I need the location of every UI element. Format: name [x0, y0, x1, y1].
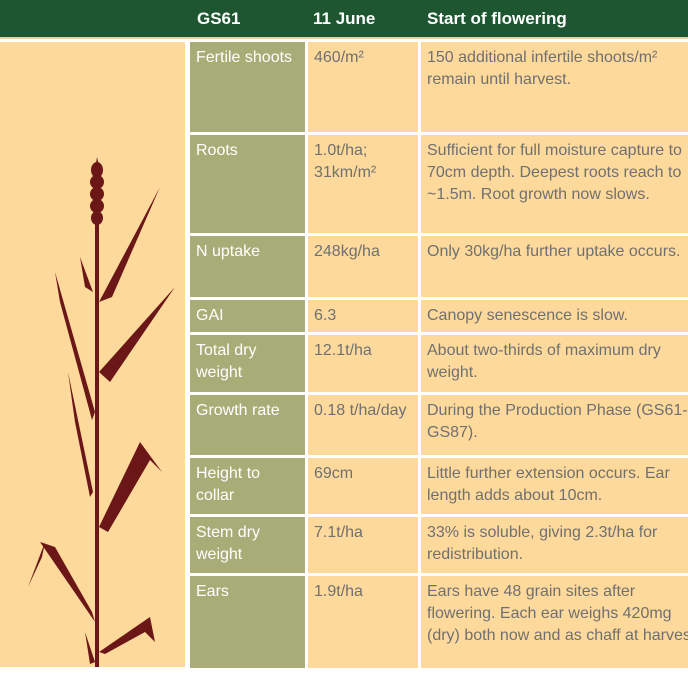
plant-panel	[0, 42, 185, 667]
wheat-illustration	[0, 42, 185, 667]
header-stage: GS61	[197, 9, 240, 29]
row-note: Sufficient for full moisture capture to …	[421, 135, 688, 233]
row-value: 248kg/ha	[308, 236, 418, 297]
header-rule	[0, 37, 688, 39]
row-value: 1.0t/ha; 31km/m²	[308, 135, 418, 233]
row-value: 69cm	[308, 458, 418, 514]
row-value: 460/m²	[308, 42, 418, 132]
row-label: Height to collar	[190, 458, 305, 514]
row-note: Ears have 48 grain sites after flowering…	[421, 576, 688, 668]
header-date: 11 June	[313, 9, 375, 29]
row-note: Only 30kg/ha further uptake occurs.	[421, 236, 688, 297]
row-label: Fertile shoots	[190, 42, 305, 132]
row-label: Stem dry weight	[190, 517, 305, 573]
row-label: Ears	[190, 576, 305, 668]
row-label: Total dry weight	[190, 335, 305, 392]
row-value: 1.9t/ha	[308, 576, 418, 668]
row-note: 33% is soluble, giving 2.3t/ha for redis…	[421, 517, 688, 573]
table-page: GS61 11 June Start of flowering	[0, 0, 688, 678]
row-note: 150 additional infertile shoots/m² remai…	[421, 42, 688, 132]
row-label: Roots	[190, 135, 305, 233]
row-label: Growth rate	[190, 395, 305, 455]
row-value: 12.1t/ha	[308, 335, 418, 392]
row-label: N uptake	[190, 236, 305, 297]
row-note: Little further extension occurs. Ear len…	[421, 458, 688, 514]
header-title: Start of flowering	[427, 9, 567, 29]
row-note: About two-thirds of maximum dry weight.	[421, 335, 688, 392]
page: GS61 11 June Start of flowering	[0, 0, 688, 678]
row-value: 6.3	[308, 300, 418, 332]
row-label: GAI	[190, 300, 305, 332]
row-value: 7.1t/ha	[308, 517, 418, 573]
row-note: During the Production Phase (GS61-GS87).	[421, 395, 688, 455]
row-note: Canopy senescence is slow.	[421, 300, 688, 332]
row-value: 0.18 t/ha/day	[308, 395, 418, 455]
